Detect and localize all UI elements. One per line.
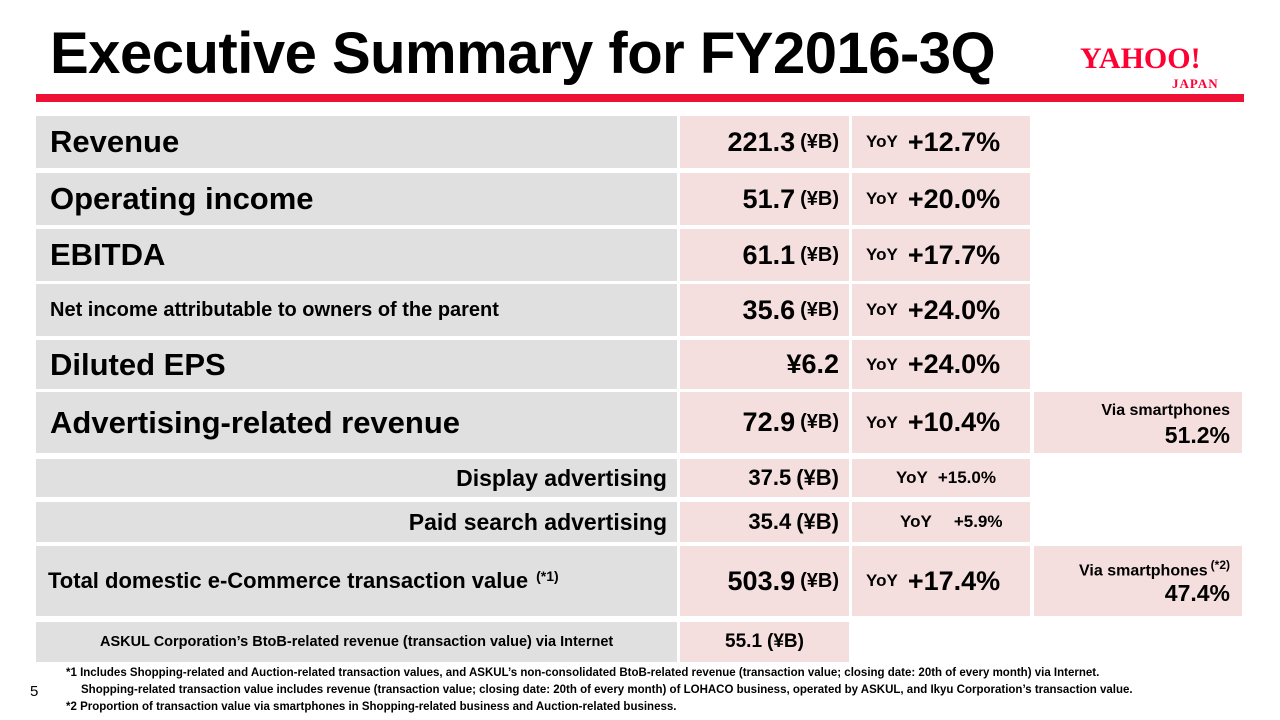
row-yoy-cell: YoY +24.0%: [852, 284, 1030, 336]
footnote-ref-2: (*2): [1210, 558, 1230, 572]
smartphone-ratio-cell: Via smartphones (*2) 47.4%: [1034, 546, 1242, 616]
row-value-cell: 55.1 (¥B): [680, 622, 849, 662]
yoy-tag: YoY: [866, 300, 898, 319]
yoy-tag: YoY: [866, 245, 898, 264]
yoy-tag: YoY: [866, 354, 898, 374]
summary-row-display-advertising: Display advertising 37.5 (¥B) YoY +15.0%: [0, 459, 1280, 497]
smartphone-ratio-cell: Via smartphones 51.2%: [1034, 392, 1242, 453]
row-value: 51.7: [742, 183, 796, 214]
row-value: ¥6.2: [786, 349, 839, 379]
row-label: Revenue: [36, 116, 677, 168]
summary-row-paid-search: Paid search advertising 35.4 (¥B) YoY +5…: [0, 502, 1280, 542]
summary-row-revenue: Revenue 221.3 (¥B) YoY +12.7%: [0, 116, 1280, 168]
row-value: 55.1: [725, 631, 763, 652]
row-yoy-cell: YoY +20.0%: [852, 173, 1030, 225]
summary-row-ecommerce-transaction-value: Total domestic e-Commerce transaction va…: [0, 546, 1280, 616]
smartphone-ratio-label: Via smartphones: [1079, 562, 1208, 580]
summary-row-diluted-eps: Diluted EPS ¥6.2 YoY +24.0%: [0, 340, 1280, 389]
yoy-value: +15.0%: [937, 468, 996, 487]
row-label: Operating income: [36, 173, 677, 225]
yoy-value: +20.0%: [907, 183, 1001, 214]
row-value: 35.4: [748, 509, 792, 534]
row-yoy-cell: YoY +12.7%: [852, 116, 1030, 168]
smartphone-ratio-value: 51.2%: [1164, 422, 1230, 448]
row-label: Advertising-related revenue: [36, 392, 677, 453]
footnote-1: *1 Includes Shopping-related and Auction…: [66, 667, 1100, 679]
row-value: 61.1: [742, 239, 796, 270]
yoy-value: +24.0%: [907, 294, 1001, 325]
row-label: Paid search advertising: [36, 502, 677, 542]
yoy-tag: YoY: [896, 468, 928, 487]
row-value-cell: 35.6 (¥B): [680, 284, 849, 336]
yoy-value: +12.7%: [907, 126, 1001, 157]
row-value-cell: ¥6.2: [680, 340, 849, 389]
row-value: 503.9: [727, 565, 796, 596]
row-unit: (¥B): [800, 187, 839, 210]
yoy-tag: YoY: [866, 132, 898, 151]
row-unit: (¥B): [800, 130, 839, 153]
summary-row-advertising-revenue: Advertising-related revenue 72.9 (¥B) Yo…: [0, 392, 1280, 453]
row-yoy-cell: YoY +24.0%: [852, 340, 1030, 389]
summary-row-operating-income: Operating income 51.7 (¥B) YoY +20.0%: [0, 173, 1280, 225]
row-label: Diluted EPS: [36, 340, 677, 389]
row-value: 35.6: [742, 294, 796, 325]
logo-main-text: YAHOO!: [1080, 42, 1201, 75]
row-unit: (¥B): [800, 411, 839, 433]
row-value-cell: 37.5 (¥B): [680, 459, 849, 497]
row-label: Display advertising: [36, 459, 677, 497]
row-value-cell: 72.9 (¥B): [680, 392, 849, 453]
row-yoy-cell: YoY +5.9%: [852, 502, 1030, 542]
row-unit: (¥B): [796, 465, 839, 490]
row-label: ASKUL Corporation’s BtoB-related revenue…: [36, 622, 677, 662]
row-value-cell: 221.3 (¥B): [680, 116, 849, 168]
yoy-tag: YoY: [900, 512, 932, 531]
summary-row-net-income: Net income attributable to owners of the…: [0, 284, 1280, 336]
summary-row-ebitda: EBITDA 61.1 (¥B) YoY +17.7%: [0, 229, 1280, 281]
smartphone-ratio-label-wrap: Via smartphones (*2): [1079, 558, 1230, 580]
row-yoy-cell: YoY +17.4%: [852, 546, 1030, 616]
yoy-tag: YoY: [866, 189, 898, 208]
row-value: 72.9: [742, 407, 796, 437]
yoy-value: +5.9%: [953, 512, 1003, 531]
row-value: 221.3: [727, 126, 796, 157]
row-label: EBITDA: [36, 229, 677, 281]
logo-sub-text: JAPAN: [1172, 76, 1219, 91]
page-number: 5: [30, 683, 39, 700]
summary-row-askul-revenue: ASKUL Corporation’s BtoB-related revenue…: [0, 622, 1280, 662]
smartphone-ratio-label: Via smartphones: [1101, 402, 1230, 419]
footnote-2: *2 Proportion of transaction value via s…: [66, 701, 677, 713]
row-value-cell: 61.1 (¥B): [680, 229, 849, 281]
row-yoy-cell: YoY +15.0%: [852, 459, 1030, 497]
yahoo-japan-logo: YAHOO! JAPAN: [1080, 42, 1240, 92]
row-yoy-cell: YoY +17.7%: [852, 229, 1030, 281]
footnote-1-continued: Shopping-related transaction value inclu…: [81, 684, 1133, 696]
yoy-tag: YoY: [866, 412, 898, 432]
row-label: Net income attributable to owners of the…: [36, 284, 677, 336]
page-title: Executive Summary for FY2016-3Q: [50, 21, 996, 86]
row-yoy-cell: YoY +10.4%: [852, 392, 1030, 453]
row-label: Total domestic e-Commerce transaction va…: [48, 568, 529, 593]
row-value-cell: 503.9 (¥B): [680, 546, 849, 616]
row-value-cell: 51.7 (¥B): [680, 173, 849, 225]
footnote-ref-1: (*1): [536, 568, 559, 584]
row-unit: (¥B): [796, 509, 839, 534]
yoy-tag: YoY: [866, 571, 898, 590]
row-value: 37.5: [748, 465, 792, 490]
row-unit: (¥B): [800, 569, 839, 592]
smartphone-ratio-value: 47.4%: [1164, 580, 1230, 606]
row-unit: (¥B): [800, 298, 839, 321]
yoy-value: +24.0%: [907, 349, 1001, 379]
yoy-value: +17.7%: [907, 239, 1001, 270]
row-unit: (¥B): [800, 243, 839, 266]
row-value-cell: 35.4 (¥B): [680, 502, 849, 542]
yoy-value: +17.4%: [907, 565, 1001, 596]
footnotes: *1 Includes Shopping-related and Auction…: [66, 665, 1133, 716]
row-unit: (¥B): [767, 631, 804, 652]
title-divider: [36, 94, 1244, 102]
row-label-cell: Total domestic e-Commerce transaction va…: [36, 546, 677, 616]
yoy-value: +10.4%: [907, 407, 1001, 437]
